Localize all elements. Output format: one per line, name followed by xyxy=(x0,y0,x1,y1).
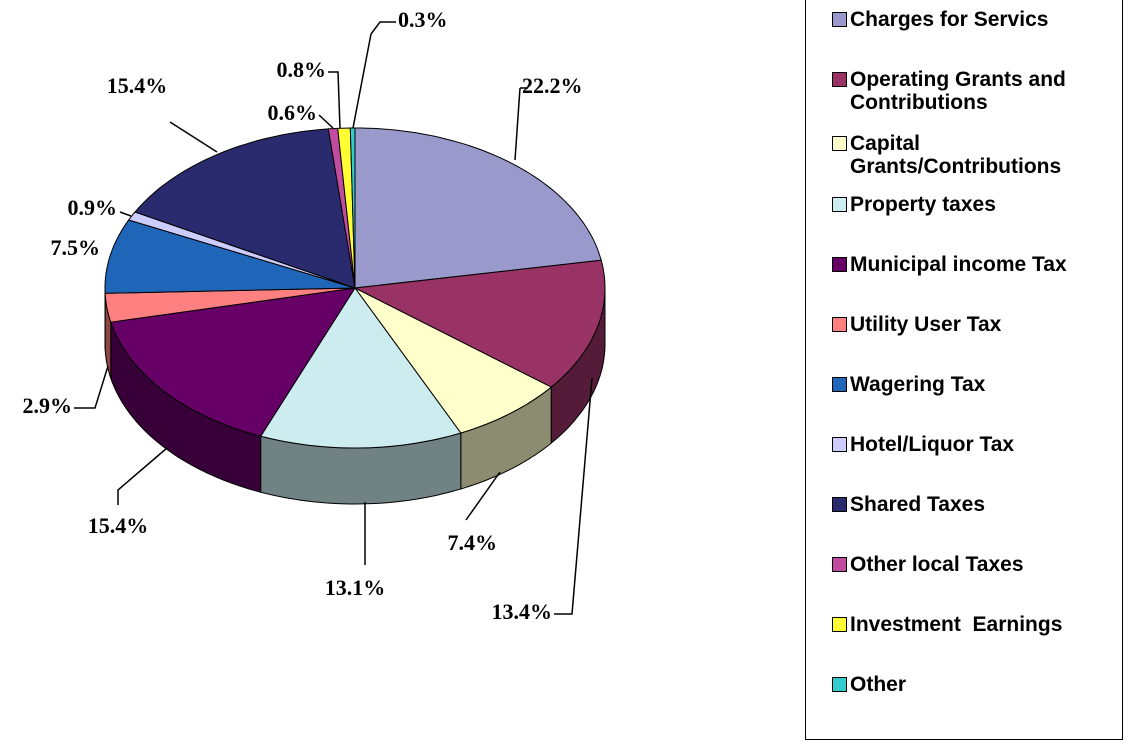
legend-swatch xyxy=(832,377,847,392)
legend-swatch xyxy=(832,497,847,512)
chart: 22.2% 13.4% 7.4% 13.1% 15.4% 2.9% 7.5% 0.9% 15.4… xyxy=(0,0,800,738)
legend-swatch xyxy=(832,197,847,212)
legend-item: Charges for Servics xyxy=(820,8,1120,31)
legend-label: Other local Taxes xyxy=(850,553,1024,576)
legend-item: Wagering Tax xyxy=(820,373,1120,396)
legend-label: Investment Earnings xyxy=(850,613,1062,636)
leader-line xyxy=(328,72,340,128)
legend-label: Wagering Tax xyxy=(850,373,985,396)
legend-label: Other xyxy=(850,673,906,696)
data-label: 7.4% xyxy=(448,530,498,555)
legend-swatch xyxy=(832,12,847,27)
data-label: 13.4% xyxy=(492,599,553,624)
data-label: 7.5% xyxy=(51,235,101,260)
data-label: 15.4% xyxy=(107,73,168,98)
legend-swatch xyxy=(832,437,847,452)
legend: Charges for Servics Operating Grants and … xyxy=(805,0,1123,740)
legend-swatch xyxy=(832,677,847,692)
legend-label: Utility User Tax xyxy=(850,313,1001,336)
legend-label: Hotel/Liquor Tax xyxy=(850,433,1014,456)
legend-swatch xyxy=(832,257,847,272)
data-label: 0.8% xyxy=(277,57,327,82)
legend-swatch xyxy=(832,617,847,632)
legend-item: Utility User Tax xyxy=(820,313,1120,336)
legend-label: Shared Taxes xyxy=(850,493,985,516)
leader-line xyxy=(170,122,217,152)
data-label: 0.6% xyxy=(268,100,318,125)
legend-label: Charges for Servics xyxy=(850,8,1048,31)
leader-line xyxy=(118,448,167,505)
legend-swatch xyxy=(832,317,847,332)
legend-item: Property taxes xyxy=(820,193,1120,216)
legend-label: Capital Grants/Contributions xyxy=(850,132,1061,178)
legend-label: Property taxes xyxy=(850,193,996,216)
data-label: 13.1% xyxy=(325,575,386,600)
legend-label: Municipal income Tax xyxy=(850,253,1067,276)
legend-swatch xyxy=(832,72,847,87)
data-label: 15.4% xyxy=(88,513,149,538)
legend-item: Capital Grants/Contributions xyxy=(820,132,1120,178)
legend-label: Operating Grants and Contributions xyxy=(850,68,1072,114)
legend-item: Municipal income Tax xyxy=(820,253,1120,276)
leader-line xyxy=(74,366,108,408)
legend-swatch xyxy=(832,136,847,151)
leader-line xyxy=(515,88,528,160)
legend-item: Operating Grants and Contributions xyxy=(820,68,1120,114)
leader-line xyxy=(319,115,333,128)
leader-line xyxy=(353,22,396,128)
data-label: 0.3% xyxy=(398,7,448,32)
data-label: 0.9% xyxy=(68,195,118,220)
legend-item: Hotel/Liquor Tax xyxy=(820,433,1120,456)
legend-item: Other local Taxes xyxy=(820,553,1120,576)
data-label: 2.9% xyxy=(23,393,73,418)
legend-item: Investment Earnings xyxy=(820,613,1120,636)
legend-item: Shared Taxes xyxy=(820,493,1120,516)
leader-line xyxy=(120,212,131,216)
legend-item: Other xyxy=(820,673,1120,696)
legend-swatch xyxy=(832,557,847,572)
data-label: 22.2% xyxy=(522,73,583,98)
